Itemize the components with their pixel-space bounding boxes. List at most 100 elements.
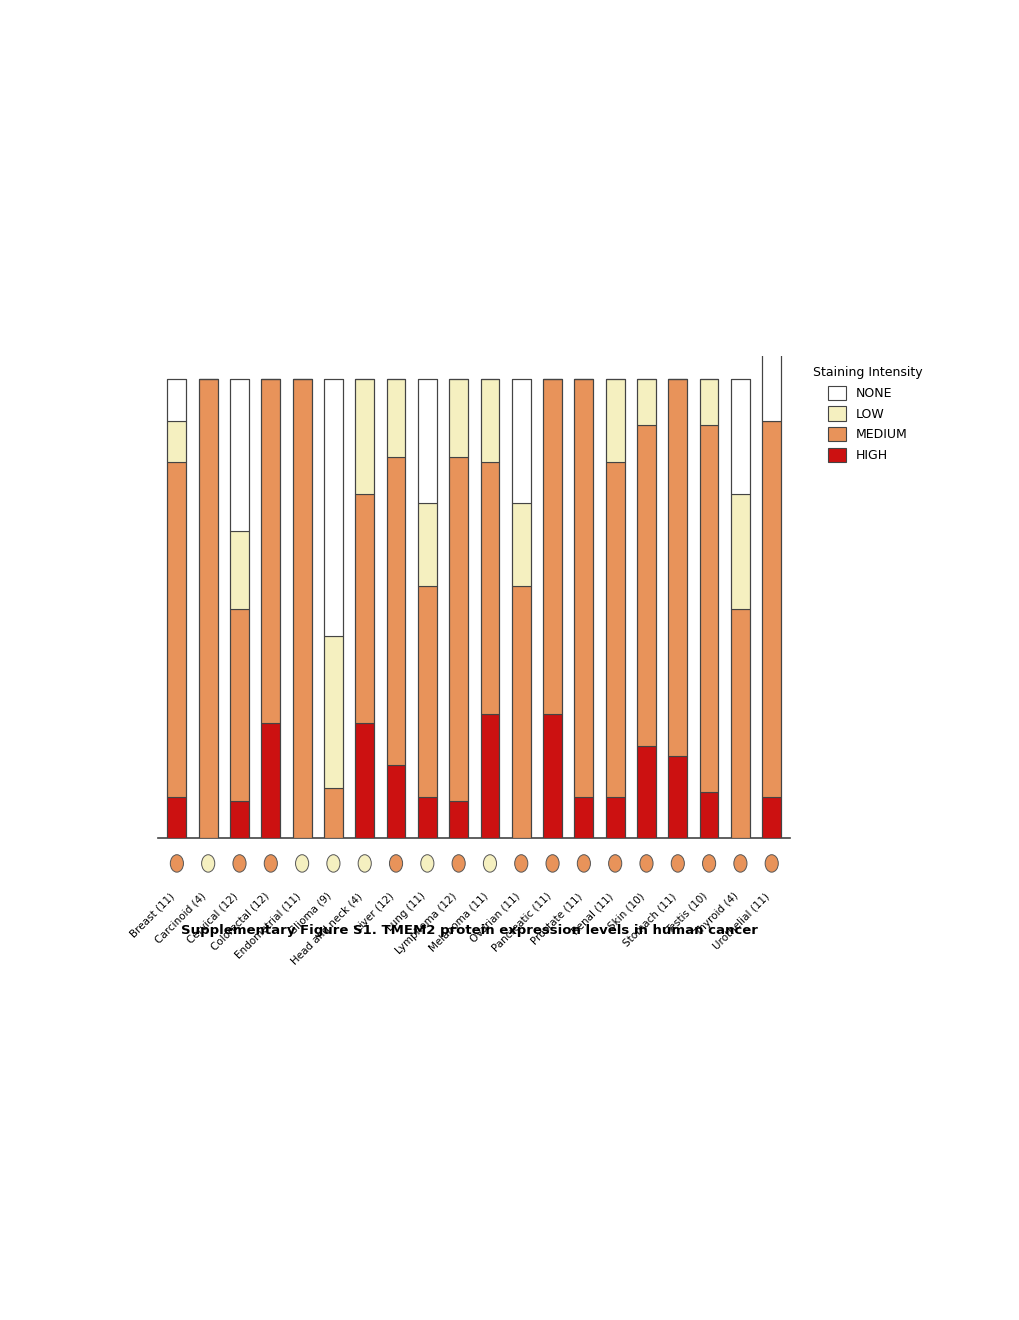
Bar	[261, 379, 280, 723]
Text: Pancreatic (11): Pancreatic (11)	[489, 891, 552, 954]
Bar	[324, 636, 342, 788]
Bar	[448, 379, 468, 838]
Bar	[667, 379, 687, 838]
Bar	[386, 379, 405, 838]
Bar	[418, 503, 436, 586]
Ellipse shape	[515, 855, 527, 873]
Ellipse shape	[577, 855, 590, 873]
Bar	[667, 755, 687, 838]
Bar	[261, 379, 280, 838]
Bar	[512, 379, 530, 503]
Bar	[605, 379, 624, 838]
Bar	[355, 723, 374, 838]
Bar	[418, 797, 436, 838]
Bar	[605, 797, 624, 838]
Bar	[324, 379, 342, 838]
Bar	[543, 714, 561, 838]
Bar	[512, 379, 530, 838]
Text: Glioma (9): Glioma (9)	[287, 891, 333, 937]
Text: Ovarian (11): Ovarian (11)	[468, 891, 521, 944]
Ellipse shape	[639, 855, 652, 873]
Ellipse shape	[358, 855, 371, 873]
Bar	[386, 379, 405, 457]
Bar	[667, 379, 687, 755]
Ellipse shape	[264, 855, 277, 873]
Bar	[448, 457, 468, 801]
Bar	[637, 379, 655, 838]
Bar	[167, 379, 186, 421]
Bar	[167, 379, 186, 838]
Bar	[699, 792, 717, 838]
Ellipse shape	[170, 855, 183, 873]
Bar	[699, 379, 717, 838]
Bar	[355, 379, 374, 838]
Text: Supplementary Figure S1. TMEM2 protein expression levels in human cancer: Supplementary Figure S1. TMEM2 protein e…	[180, 924, 757, 937]
Ellipse shape	[702, 855, 715, 873]
Bar	[418, 379, 436, 838]
Bar	[448, 379, 468, 457]
Text: Skin (10): Skin (10)	[605, 891, 646, 931]
Bar	[448, 801, 468, 838]
Text: Head and neck (4): Head and neck (4)	[289, 891, 365, 966]
Bar	[292, 379, 311, 838]
Bar	[605, 379, 624, 462]
Bar	[480, 379, 499, 838]
Bar	[167, 421, 186, 462]
Bar	[386, 457, 405, 764]
Bar	[480, 714, 499, 838]
Bar	[574, 797, 593, 838]
Bar	[324, 788, 342, 838]
Text: Prostate (11): Prostate (11)	[529, 891, 583, 946]
Bar	[761, 297, 781, 838]
Bar	[480, 462, 499, 714]
Bar	[167, 797, 186, 838]
Bar	[261, 723, 280, 838]
Bar	[637, 379, 655, 425]
Bar	[230, 379, 249, 531]
Ellipse shape	[733, 855, 746, 873]
Bar	[512, 503, 530, 586]
Ellipse shape	[421, 855, 433, 873]
Bar	[355, 494, 374, 723]
Bar	[418, 586, 436, 797]
Bar	[230, 379, 249, 838]
Ellipse shape	[545, 855, 558, 873]
Bar	[699, 379, 717, 425]
Text: Stomach (11): Stomach (11)	[621, 891, 678, 948]
Bar	[355, 379, 374, 494]
Bar	[637, 425, 655, 746]
Ellipse shape	[389, 855, 403, 873]
Bar	[480, 379, 499, 462]
Bar	[324, 379, 342, 636]
Bar	[761, 297, 781, 421]
Text: Liver (12): Liver (12)	[354, 891, 395, 933]
Ellipse shape	[483, 855, 496, 873]
Bar	[574, 379, 593, 838]
Ellipse shape	[232, 855, 246, 873]
Text: Breast (11): Breast (11)	[128, 891, 176, 939]
Bar	[418, 379, 436, 503]
Text: Lymphoma (12): Lymphoma (12)	[393, 891, 459, 956]
Text: Thyroid (4): Thyroid (4)	[692, 891, 740, 939]
Bar	[199, 379, 217, 838]
Text: Endometrial (11): Endometrial (11)	[232, 891, 302, 960]
Bar	[637, 746, 655, 838]
Text: Testis (10): Testis (10)	[663, 891, 708, 936]
Bar	[731, 379, 749, 494]
Text: Carcinoid (4): Carcinoid (4)	[154, 891, 208, 945]
Bar	[386, 764, 405, 838]
Text: Colorectal (12): Colorectal (12)	[209, 891, 270, 953]
Ellipse shape	[451, 855, 465, 873]
Ellipse shape	[671, 855, 684, 873]
Bar	[543, 379, 561, 838]
Bar	[605, 462, 624, 797]
Text: Cervical (12): Cervical (12)	[185, 891, 239, 945]
Bar	[543, 379, 561, 714]
Bar	[761, 421, 781, 797]
Bar	[512, 586, 530, 838]
Ellipse shape	[296, 855, 309, 873]
Bar	[699, 425, 717, 792]
Bar	[199, 379, 217, 838]
Bar	[167, 462, 186, 797]
Bar	[292, 379, 311, 838]
